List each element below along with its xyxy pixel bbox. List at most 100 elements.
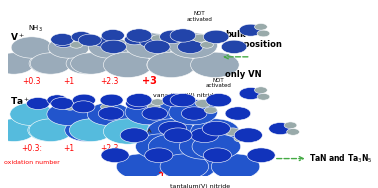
Circle shape	[126, 93, 152, 107]
Circle shape	[48, 37, 89, 58]
Text: V$_n^+$: V$_n^+$	[10, 32, 25, 46]
Circle shape	[160, 30, 185, 43]
Circle shape	[221, 40, 247, 54]
Circle shape	[257, 30, 270, 37]
Circle shape	[147, 52, 196, 77]
Circle shape	[191, 128, 218, 143]
Circle shape	[70, 119, 113, 142]
Circle shape	[181, 107, 207, 120]
Circle shape	[111, 42, 124, 49]
Circle shape	[225, 107, 251, 120]
Circle shape	[287, 129, 299, 135]
Text: +2.3: +2.3	[100, 144, 118, 152]
Circle shape	[140, 37, 160, 48]
Circle shape	[0, 53, 34, 74]
Circle shape	[211, 154, 260, 179]
Circle shape	[234, 135, 247, 142]
Circle shape	[101, 40, 126, 54]
Circle shape	[70, 42, 83, 48]
Circle shape	[239, 24, 262, 36]
Circle shape	[147, 52, 195, 77]
Text: vanadium(III) nitride: vanadium(III) nitride	[153, 93, 217, 98]
Text: NOT
activated: NOT activated	[187, 11, 212, 22]
Text: Ta$_n^+$: Ta$_n^+$	[10, 95, 30, 110]
Circle shape	[101, 30, 124, 42]
Circle shape	[72, 101, 95, 113]
Text: +1: +1	[63, 144, 74, 152]
Circle shape	[170, 93, 196, 107]
Circle shape	[158, 121, 187, 136]
Circle shape	[120, 128, 148, 143]
Circle shape	[87, 103, 131, 126]
Circle shape	[29, 53, 70, 74]
Circle shape	[88, 37, 130, 58]
Circle shape	[178, 40, 203, 54]
Circle shape	[206, 93, 231, 107]
Circle shape	[169, 99, 217, 125]
Circle shape	[201, 42, 213, 48]
Text: +3: +3	[142, 76, 157, 86]
Circle shape	[28, 119, 71, 142]
Circle shape	[169, 33, 217, 58]
Circle shape	[78, 34, 101, 46]
Circle shape	[65, 119, 108, 142]
Text: NH$_3$: NH$_3$	[28, 24, 43, 34]
Circle shape	[147, 119, 195, 144]
Circle shape	[125, 99, 174, 125]
Circle shape	[0, 119, 36, 142]
Text: +0.3: +0.3	[22, 77, 41, 86]
Circle shape	[145, 148, 173, 163]
Circle shape	[98, 107, 124, 120]
Circle shape	[257, 93, 270, 100]
Circle shape	[125, 33, 174, 58]
Circle shape	[124, 34, 145, 45]
Circle shape	[100, 94, 123, 106]
Circle shape	[116, 154, 165, 179]
Circle shape	[144, 40, 170, 54]
Circle shape	[70, 99, 83, 105]
Text: +1: +1	[63, 77, 74, 86]
Circle shape	[125, 98, 149, 109]
Text: +4.3: +4.3	[184, 144, 202, 152]
Circle shape	[147, 103, 160, 110]
Circle shape	[66, 35, 79, 42]
Circle shape	[164, 128, 192, 143]
Circle shape	[151, 99, 164, 105]
Circle shape	[225, 128, 240, 136]
Text: +0.3:: +0.3:	[21, 144, 42, 152]
Circle shape	[254, 24, 267, 30]
Circle shape	[247, 148, 275, 163]
Circle shape	[126, 29, 152, 42]
Circle shape	[108, 35, 121, 42]
Circle shape	[234, 128, 262, 143]
Circle shape	[71, 53, 112, 74]
Circle shape	[203, 148, 231, 163]
Circle shape	[103, 52, 152, 77]
Circle shape	[284, 122, 297, 129]
Circle shape	[103, 119, 152, 144]
Text: tantalum(V) nitride: tantalum(V) nitride	[170, 184, 230, 188]
Circle shape	[51, 33, 74, 45]
Circle shape	[202, 121, 231, 136]
Text: only VN: only VN	[225, 70, 262, 79]
Circle shape	[254, 87, 267, 93]
Circle shape	[162, 93, 188, 107]
Circle shape	[151, 35, 164, 42]
Circle shape	[193, 34, 208, 42]
Circle shape	[101, 103, 113, 110]
Text: NOT
activated: NOT activated	[206, 78, 232, 88]
Text: TaN and Ta$_3$N$_5$: TaN and Ta$_3$N$_5$	[309, 152, 373, 165]
Circle shape	[147, 119, 196, 144]
Text: +5: +5	[158, 168, 174, 178]
Circle shape	[192, 134, 241, 159]
Text: +2.3: +2.3	[100, 77, 118, 86]
Circle shape	[30, 53, 71, 74]
Text: oxidation number: oxidation number	[4, 160, 59, 164]
Circle shape	[179, 134, 228, 159]
Circle shape	[204, 107, 217, 114]
Circle shape	[170, 29, 196, 42]
Circle shape	[26, 98, 50, 109]
Circle shape	[29, 119, 73, 142]
Circle shape	[136, 134, 184, 159]
Circle shape	[11, 37, 52, 58]
